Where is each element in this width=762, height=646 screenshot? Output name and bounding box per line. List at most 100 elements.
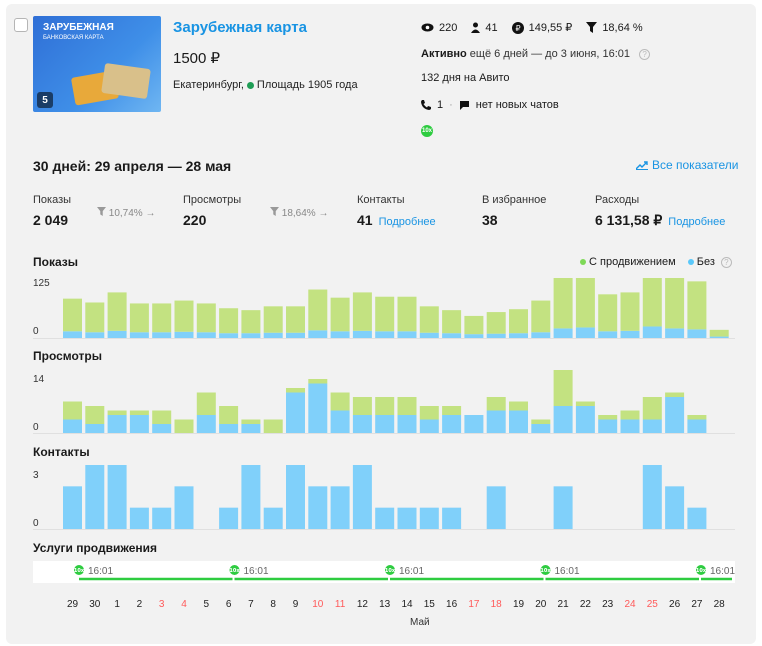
- bar-without-promo: [308, 330, 328, 338]
- summary-stats: 220 41 ₽ 149,55 ₽ 18,64 %: [421, 21, 643, 34]
- bar-without-promo: [241, 424, 261, 433]
- x-tick-label: 13: [379, 599, 391, 610]
- bar-without-promo: [107, 465, 127, 529]
- x-tick-label: 12: [357, 599, 369, 610]
- active-label: Активно: [421, 48, 467, 60]
- bar-without-promo: [397, 331, 417, 338]
- bar-without-promo: [665, 397, 685, 433]
- chat-icon: [459, 101, 469, 110]
- contacts-summary: 1 · нет новых чатов: [421, 99, 559, 111]
- listing-price: 1500 ₽: [173, 50, 221, 67]
- all-metrics-link[interactable]: Все показатели: [636, 158, 739, 172]
- bar-without-promo: [129, 507, 149, 529]
- bar-with-promo: [241, 419, 261, 424]
- bar-with-promo: [308, 289, 328, 331]
- bar-without-promo: [352, 415, 372, 433]
- bar-without-promo: [509, 410, 528, 433]
- bar-without-promo: [665, 486, 685, 529]
- city: Екатеринбург,: [173, 79, 244, 91]
- bar-without-promo: [263, 332, 283, 338]
- help-icon[interactable]: ?: [720, 256, 732, 268]
- bar-without-promo: [375, 331, 395, 338]
- help-icon[interactable]: ?: [639, 48, 651, 60]
- bar-without-promo: [486, 486, 506, 529]
- bar-with-promo: [286, 306, 305, 333]
- spend-stat: ₽ 149,55 ₽: [511, 21, 572, 34]
- bar-without-promo: [174, 331, 194, 338]
- bar-with-promo: [419, 406, 439, 420]
- views-chart-title: Просмотры: [33, 349, 103, 363]
- bar-without-promo: [263, 507, 283, 529]
- x-tick-label: 28: [714, 599, 726, 610]
- bar-with-promo: [620, 292, 640, 331]
- bar-with-promo: [375, 397, 395, 415]
- bar-without-promo: [553, 328, 573, 338]
- bar-without-promo: [419, 507, 439, 529]
- listing-photo[interactable]: ЗАРУБЕЖНАЯ БАНКОВСКАЯ КАРТА 5: [33, 16, 161, 112]
- bar-without-promo: [241, 465, 261, 529]
- separator-dot: ·: [449, 99, 453, 111]
- bar-with-promo: [553, 370, 573, 406]
- x-tick-label: 5: [204, 599, 210, 610]
- bar-without-promo: [107, 330, 127, 338]
- bar-with-promo: [174, 419, 194, 433]
- bar-without-promo: [442, 333, 462, 338]
- funnel-icon: [97, 207, 106, 216]
- contacts-details-link[interactable]: Подробнее: [378, 216, 436, 228]
- bar-without-promo: [575, 406, 595, 433]
- contacts-stat: 41: [471, 22, 498, 34]
- bar-without-promo: [531, 424, 551, 433]
- bar-with-promo: [63, 298, 82, 332]
- x-tick-label: 3: [159, 599, 165, 610]
- bar-with-promo: [107, 292, 127, 331]
- promotion-track: [33, 561, 735, 583]
- bar-without-promo: [419, 419, 439, 433]
- impressions-chart-title: Показы: [33, 255, 78, 269]
- select-checkbox[interactable]: [14, 18, 28, 32]
- bar-with-promo: [352, 397, 372, 415]
- bar-without-promo: [85, 465, 105, 529]
- chart-legend: С продвижением Без?: [580, 256, 732, 268]
- x-tick-label: 30: [89, 599, 101, 610]
- promo-10x-icon: [385, 565, 395, 575]
- bar-without-promo: [129, 332, 149, 338]
- bar-with-promo: [107, 410, 127, 415]
- bar-with-promo: [129, 410, 149, 415]
- x-tick-label: 26: [669, 599, 681, 610]
- promotion-time: 16:01: [710, 566, 735, 577]
- promotion-time: 16:01: [555, 566, 580, 577]
- x-tick-label: 18: [491, 599, 503, 610]
- bar-without-promo: [174, 486, 194, 529]
- bar-with-promo: [196, 392, 216, 415]
- bar-without-promo: [598, 331, 618, 338]
- promo-badge-label: 10x: [696, 568, 707, 574]
- bar-without-promo: [152, 332, 172, 338]
- conversion-stat: 18,64 %: [586, 22, 643, 34]
- bar-with-promo: [63, 401, 82, 420]
- promotion-time: 16:01: [88, 566, 113, 577]
- bar-without-promo: [375, 507, 395, 529]
- bar-without-promo: [129, 415, 149, 433]
- days-on-site: 132 дня на Авито: [421, 72, 510, 84]
- bar-without-promo: [486, 333, 506, 338]
- bar-without-promo: [620, 330, 640, 338]
- x-tick-label: 19: [513, 599, 525, 610]
- bar-without-promo: [63, 419, 82, 433]
- listing-title-link[interactable]: Зарубежная карта: [173, 19, 307, 36]
- phone-icon: [421, 100, 431, 110]
- chats-status: нет новых чатов: [475, 99, 559, 111]
- x-tick-label: 1: [114, 599, 120, 610]
- bar-without-promo: [196, 415, 216, 433]
- views-trend: 18,64% →: [270, 207, 328, 219]
- promotion-time: 16:01: [244, 566, 269, 577]
- bar-with-promo: [486, 312, 506, 334]
- legend-without-promo: Без?: [687, 256, 732, 268]
- spend-details-link[interactable]: Подробнее: [668, 216, 726, 228]
- bar-without-promo: [709, 336, 729, 338]
- promo-10x-icon: [696, 565, 706, 575]
- bar-without-promo: [85, 424, 105, 433]
- bar-with-promo: [129, 303, 149, 333]
- bar-without-promo: [665, 328, 685, 338]
- promo-10x-icon: [74, 565, 84, 575]
- x-tick-label: 21: [558, 599, 570, 610]
